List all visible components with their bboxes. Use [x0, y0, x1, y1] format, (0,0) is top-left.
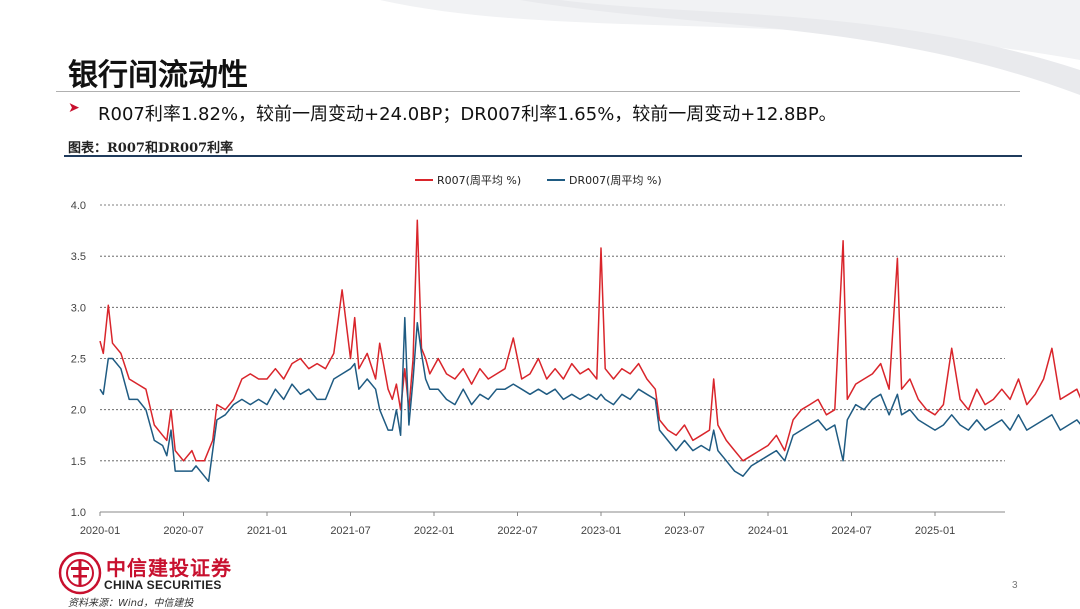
page-number: 3 — [1012, 580, 1018, 591]
slide-title: 银行间流动性 — [68, 58, 248, 93]
y-tick-label: 2.5 — [71, 354, 86, 366]
figure-divider — [64, 155, 1022, 157]
legend-label: DR007(周平均 %) — [569, 174, 662, 187]
x-tick-label: 2021-07 — [330, 525, 370, 537]
x-tick-label: 2024-01 — [748, 525, 788, 537]
legend-label: R007(周平均 %) — [437, 174, 521, 187]
x-tick-label: 2025-01 — [915, 525, 955, 537]
series-line-dr007 — [99, 316, 1080, 483]
triangle-right-icon: ➤ — [68, 100, 80, 116]
x-tick-label: 2020-01 — [80, 525, 120, 537]
y-tick-label: 4.0 — [71, 200, 86, 212]
x-tick-label: 2023-07 — [664, 525, 704, 537]
figure-caption: 图表：R007和DR007利率 — [68, 141, 234, 156]
x-tick-label: 2024-07 — [831, 525, 871, 537]
data-source-note: 资料来源：Wind，中信建投 — [68, 598, 194, 609]
x-tick-label: 2021-01 — [247, 525, 287, 537]
company-name-cn: 中信建投证券 — [106, 556, 232, 580]
x-tick-label: 2022-07 — [497, 525, 537, 537]
series-line-r007 — [99, 219, 1080, 462]
china-securities-logo-icon — [58, 551, 102, 595]
y-tick-label: 3.5 — [71, 251, 86, 263]
title-divider — [56, 91, 1020, 92]
y-tick-label: 2.0 — [71, 405, 86, 417]
x-tick-label: 2022-01 — [414, 525, 454, 537]
y-tick-label: 3.0 — [71, 302, 86, 314]
company-name-en: CHINA SECURITIES — [104, 578, 222, 592]
x-tick-label: 2023-01 — [581, 525, 621, 537]
summary-bullet: R007利率1.82%，较前一周变动+24.0BP；DR007利率1.65%，较… — [98, 104, 837, 125]
x-tick-label: 2020-07 — [163, 525, 203, 537]
y-tick-label: 1.5 — [71, 456, 86, 468]
y-tick-label: 1.0 — [71, 507, 86, 519]
